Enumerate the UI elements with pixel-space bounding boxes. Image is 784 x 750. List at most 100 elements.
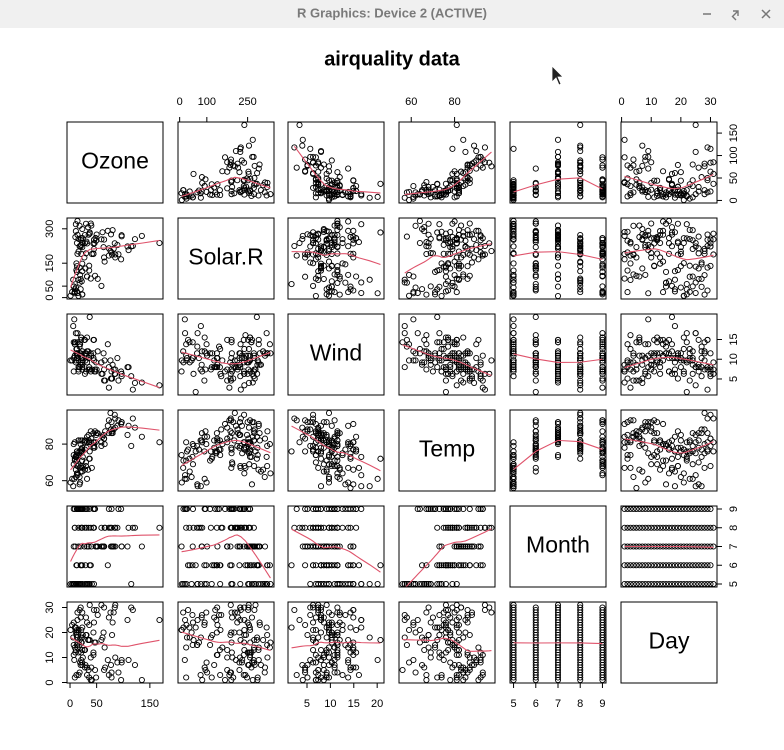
- y-tick-label: 6: [728, 562, 740, 568]
- point: [186, 339, 193, 346]
- point: [599, 377, 606, 384]
- point: [231, 190, 238, 197]
- point: [312, 420, 319, 428]
- point: [156, 616, 163, 624]
- point: [317, 629, 325, 636]
- point: [707, 262, 714, 270]
- point: [105, 252, 112, 259]
- point: [639, 562, 646, 569]
- point: [447, 240, 454, 247]
- point: [701, 464, 708, 471]
- point: [599, 164, 606, 171]
- point: [698, 283, 705, 290]
- point: [353, 235, 360, 242]
- close-button[interactable]: [757, 5, 775, 23]
- point: [214, 364, 221, 371]
- point: [577, 193, 584, 200]
- point: [77, 604, 84, 611]
- point: [406, 626, 413, 634]
- point: [639, 265, 646, 272]
- y-tick-label: 8: [728, 525, 740, 531]
- point: [310, 646, 317, 654]
- point: [77, 462, 84, 470]
- point: [438, 228, 445, 235]
- point: [299, 424, 306, 431]
- point: [662, 194, 670, 201]
- point: [577, 183, 584, 190]
- point: [70, 461, 77, 468]
- point: [621, 154, 628, 161]
- point: [264, 641, 271, 649]
- point: [477, 654, 484, 661]
- lowess-curve: [513, 439, 603, 470]
- point: [90, 649, 97, 656]
- point: [345, 441, 352, 448]
- point: [183, 674, 190, 681]
- point: [317, 448, 325, 455]
- lowess-curve: [624, 173, 714, 190]
- point: [328, 619, 335, 626]
- lowess-curve: [513, 177, 603, 193]
- point: [131, 524, 139, 531]
- panel: [509, 313, 607, 396]
- point: [377, 229, 384, 236]
- point: [410, 357, 417, 364]
- point: [686, 377, 693, 384]
- point: [577, 411, 584, 418]
- point: [710, 170, 717, 178]
- point: [475, 227, 482, 234]
- point: [471, 543, 478, 550]
- point: [251, 462, 258, 470]
- point: [695, 275, 702, 283]
- point: [468, 373, 475, 380]
- minimize-button[interactable]: [698, 5, 716, 23]
- point: [156, 239, 163, 247]
- point: [599, 154, 606, 161]
- point: [510, 357, 517, 364]
- point: [677, 473, 684, 481]
- point: [254, 674, 261, 681]
- point: [228, 649, 235, 656]
- point: [642, 444, 649, 451]
- point: [353, 649, 360, 656]
- point: [686, 226, 693, 233]
- point: [651, 240, 658, 247]
- point: [180, 359, 187, 366]
- point: [78, 524, 85, 531]
- restore-button[interactable]: [728, 5, 746, 23]
- point: [648, 159, 655, 166]
- point: [288, 624, 295, 631]
- point: [455, 621, 462, 629]
- point: [315, 272, 322, 279]
- point: [651, 361, 658, 368]
- point: [532, 377, 539, 384]
- point: [228, 450, 235, 457]
- point: [250, 437, 257, 444]
- point: [241, 616, 248, 624]
- point: [302, 435, 309, 442]
- point: [599, 370, 606, 377]
- point: [633, 272, 640, 279]
- point: [342, 279, 349, 286]
- point: [91, 444, 98, 451]
- point: [234, 543, 241, 550]
- point: [599, 268, 606, 275]
- lowess-curve: [404, 151, 492, 196]
- point: [260, 466, 267, 473]
- point: [510, 604, 517, 611]
- point: [251, 430, 258, 437]
- point: [98, 236, 105, 243]
- point: [253, 562, 260, 569]
- point: [241, 470, 248, 477]
- point: [436, 221, 443, 228]
- point: [704, 264, 711, 271]
- point: [70, 355, 77, 362]
- point: [627, 345, 634, 353]
- point: [689, 524, 696, 531]
- point: [310, 626, 317, 634]
- points: [510, 122, 606, 203]
- point: [105, 524, 112, 531]
- point: [624, 455, 631, 462]
- panel-box: [287, 121, 385, 204]
- point: [242, 183, 250, 190]
